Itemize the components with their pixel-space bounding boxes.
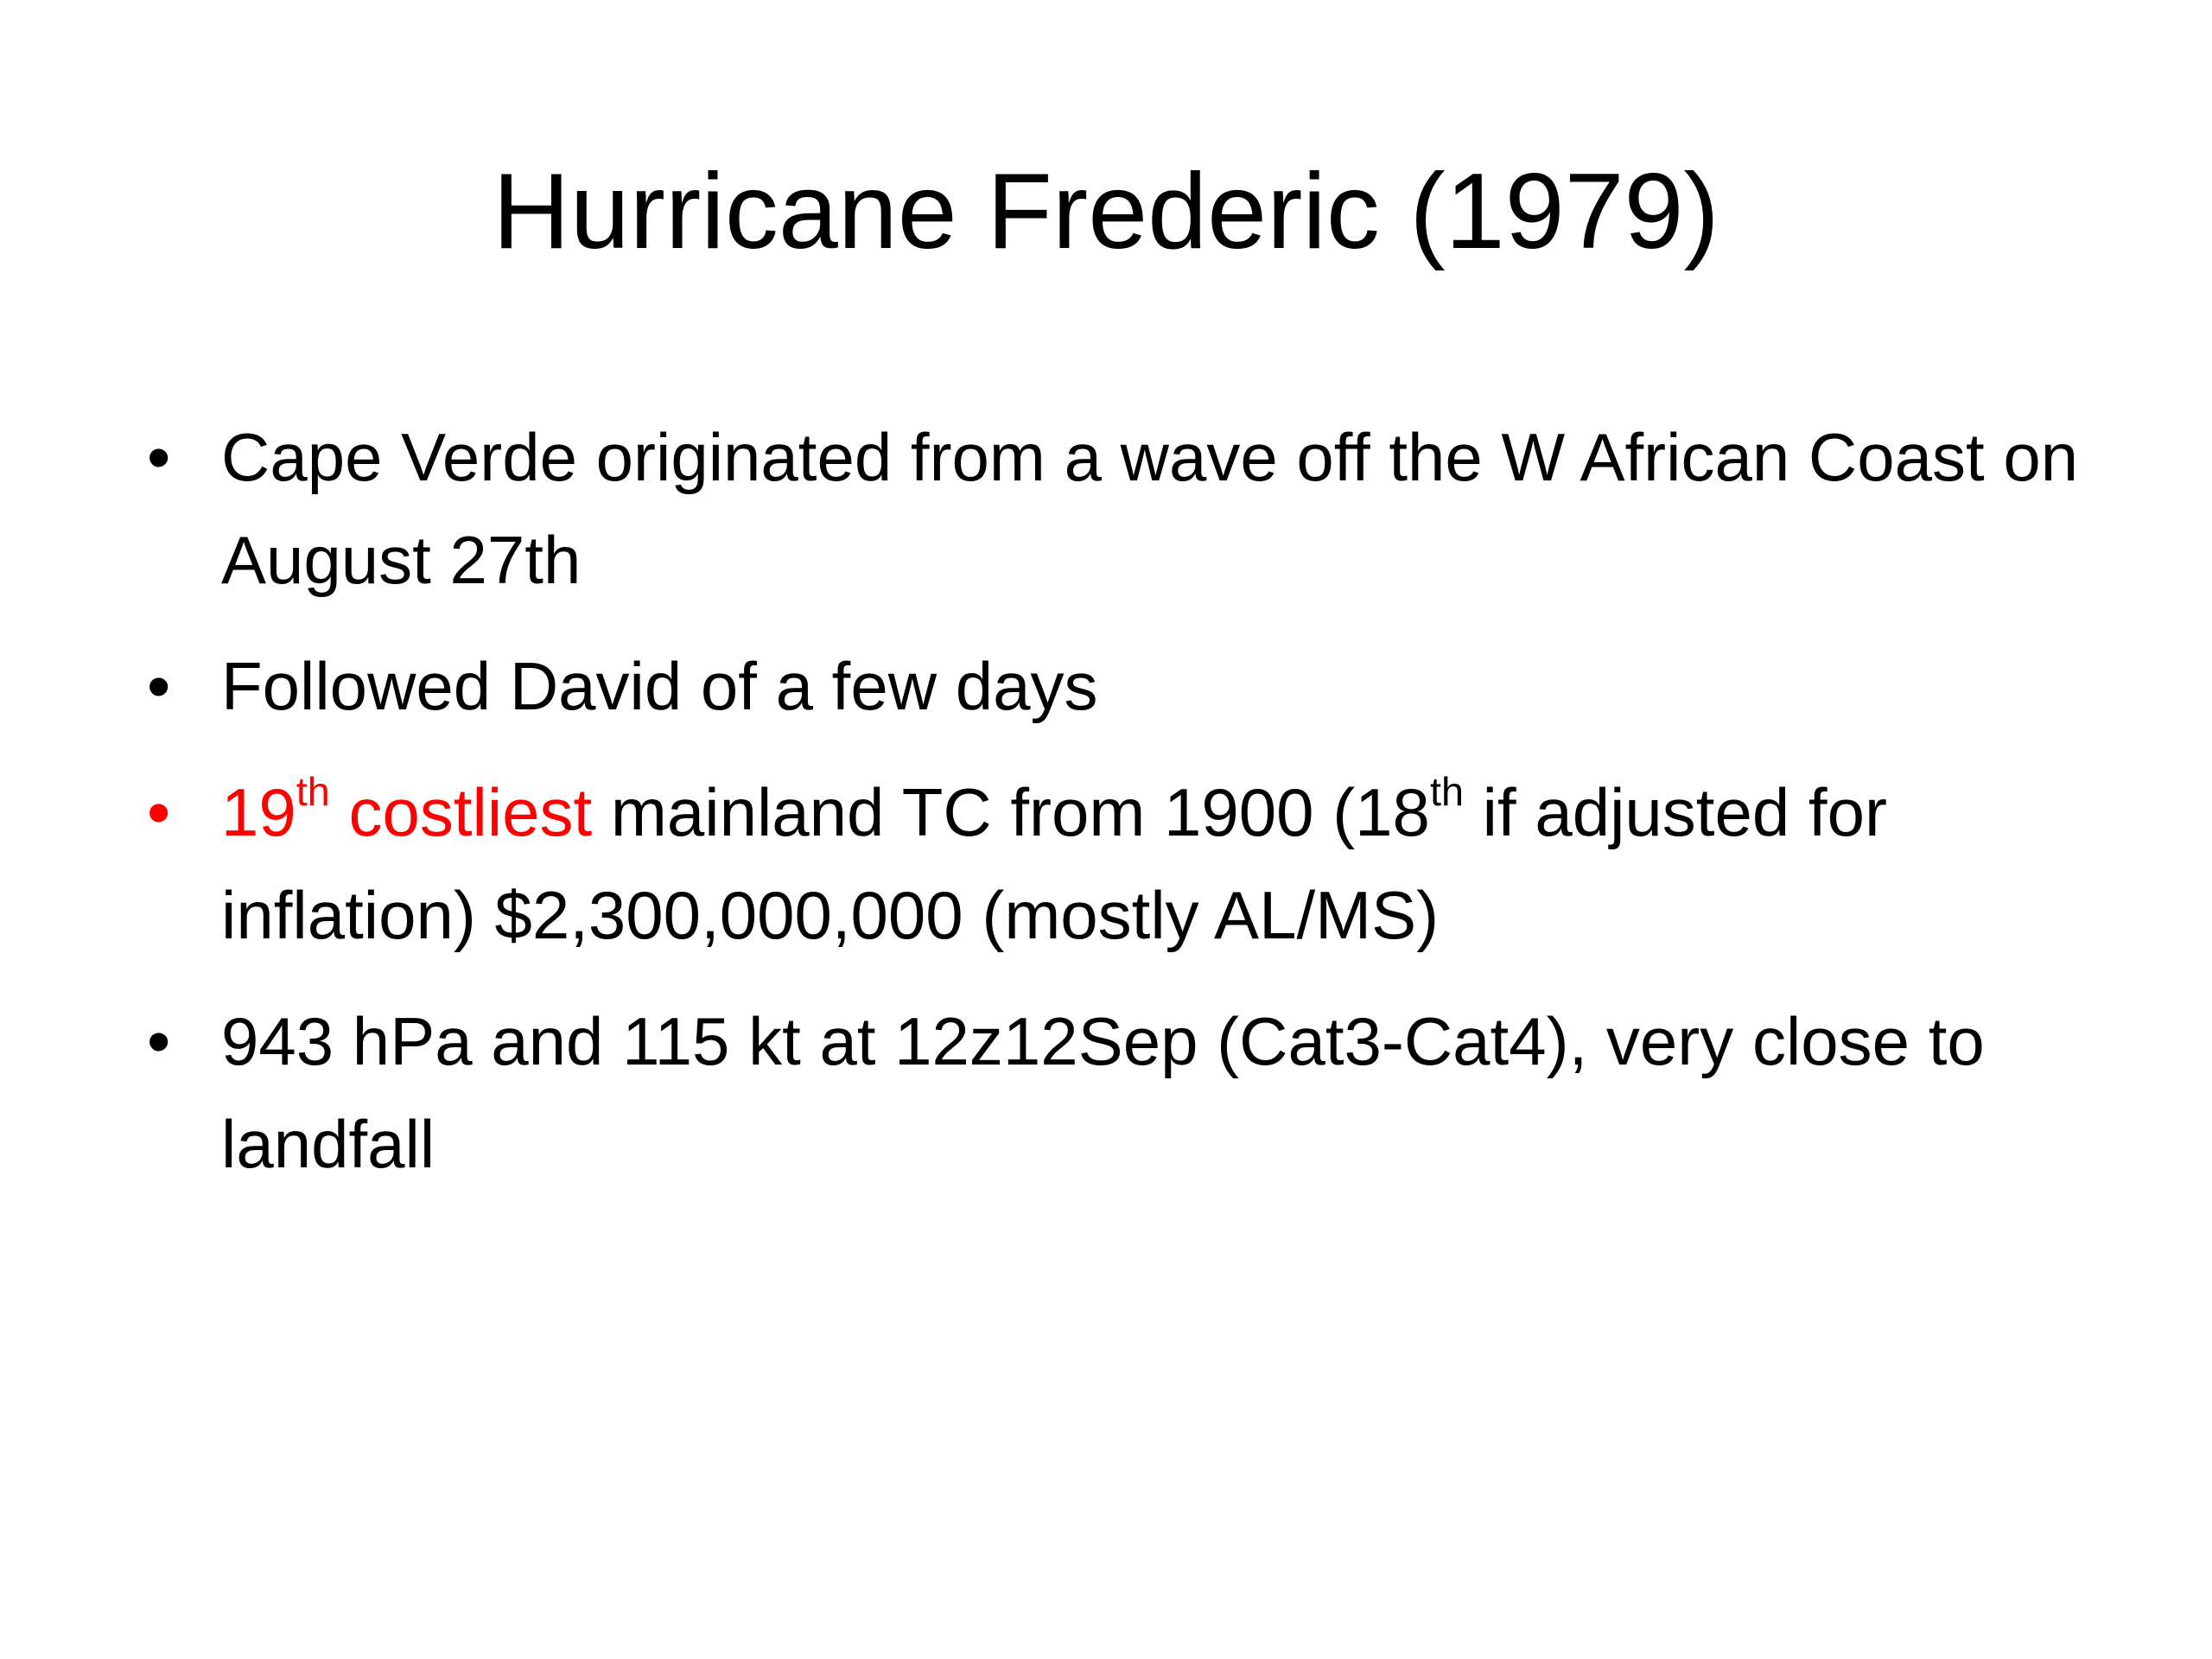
superscript-text: th (296, 768, 330, 814)
bullet-marker: • (147, 1003, 171, 1079)
bullet-text: mainland TC from 1900 (18 (592, 774, 1430, 850)
bullet-text: 943 hPa and 115 kt at 12z12Sep (Cat3-Cat… (221, 1003, 1985, 1182)
bullet-text: if adjusted for inflation) $2,300,000,00… (221, 774, 1887, 953)
bullet-item: • Followed David of a few days (147, 635, 2091, 738)
bullet-list: • Cape Verde originated from a wave off t… (147, 406, 2091, 1219)
slide-title: Hurricane Frederic (1979) (493, 152, 1719, 271)
bullet-text: Followed David of a few days (221, 648, 1098, 724)
bullet-text: Cape Verde originated from a wave off th… (221, 419, 2079, 598)
bullet-item: • 943 hPa and 115 kt at 12z12Sep (Cat3-Ca… (147, 990, 2091, 1196)
bullet-marker: • (147, 419, 171, 495)
bullet-item: • 19th costliest mainland TC from 1900 (1… (147, 761, 2091, 967)
bullet-marker: • (147, 774, 171, 850)
bullet-item: • Cape Verde originated from a wave off t… (147, 406, 2091, 612)
superscript-text: th (1429, 768, 1464, 814)
bullet-text: costliest (329, 774, 593, 850)
bullet-marker: • (147, 648, 171, 724)
bullet-text: 19 (221, 774, 296, 850)
